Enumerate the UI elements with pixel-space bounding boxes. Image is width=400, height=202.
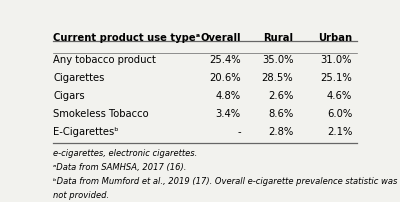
Text: -: - xyxy=(237,127,241,137)
Text: 4.6%: 4.6% xyxy=(327,91,352,101)
Text: not provided.: not provided. xyxy=(53,191,109,200)
Text: E-Cigarettesᵇ: E-Cigarettesᵇ xyxy=(53,127,119,137)
Text: 2.8%: 2.8% xyxy=(268,127,293,137)
Text: e-cigarettes, electronic cigarettes.: e-cigarettes, electronic cigarettes. xyxy=(53,149,197,158)
Text: Cigars: Cigars xyxy=(53,91,85,101)
Text: 2.1%: 2.1% xyxy=(327,127,352,137)
Text: 31.0%: 31.0% xyxy=(321,55,352,65)
Text: Cigarettes: Cigarettes xyxy=(53,73,104,83)
Text: 2.6%: 2.6% xyxy=(268,91,293,101)
Text: Smokeless Tobacco: Smokeless Tobacco xyxy=(53,109,149,119)
Text: 35.0%: 35.0% xyxy=(262,55,293,65)
Text: 8.6%: 8.6% xyxy=(268,109,293,119)
Text: 25.4%: 25.4% xyxy=(209,55,241,65)
Text: 6.0%: 6.0% xyxy=(327,109,352,119)
Text: Urban: Urban xyxy=(318,33,352,43)
Text: 20.6%: 20.6% xyxy=(209,73,241,83)
Text: 4.8%: 4.8% xyxy=(216,91,241,101)
Text: 25.1%: 25.1% xyxy=(320,73,352,83)
Text: Current product use typeᵃ: Current product use typeᵃ xyxy=(53,33,200,43)
Text: ᵃData from SAMHSA, 2017 (16).: ᵃData from SAMHSA, 2017 (16). xyxy=(53,163,186,173)
Text: 3.4%: 3.4% xyxy=(216,109,241,119)
Text: Overall: Overall xyxy=(200,33,241,43)
Text: Any tobacco product: Any tobacco product xyxy=(53,55,156,65)
Text: Rural: Rural xyxy=(263,33,293,43)
Text: 28.5%: 28.5% xyxy=(262,73,293,83)
Text: ᵇData from Mumford et al., 2019 (17). Overall e-cigarette prevalence statistic w: ᵇData from Mumford et al., 2019 (17). Ov… xyxy=(53,177,398,186)
